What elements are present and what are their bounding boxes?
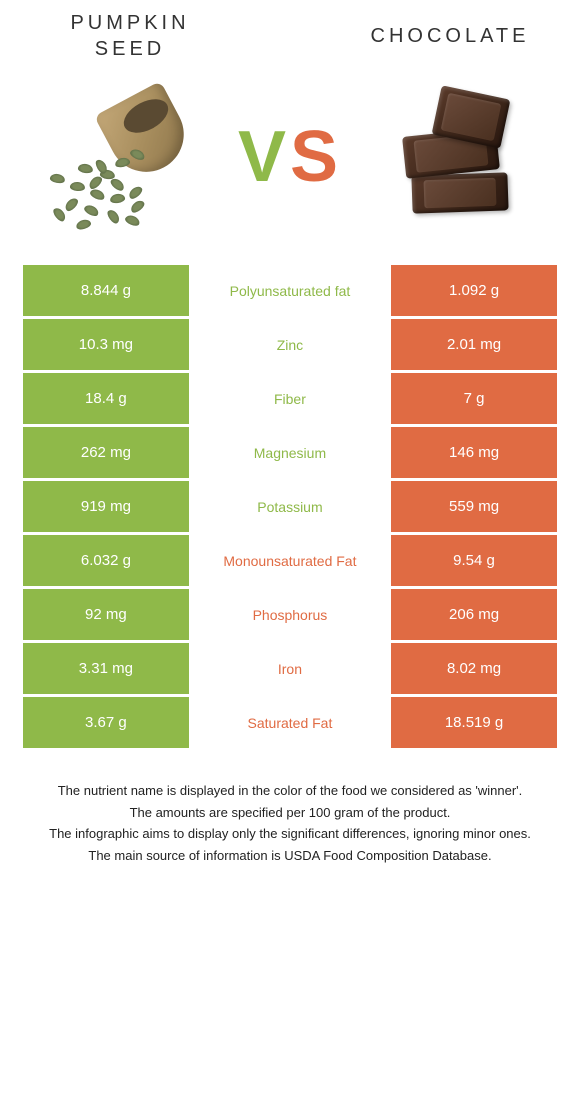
left-value: 3.67 g xyxy=(22,696,191,750)
right-value: 559 mg xyxy=(390,480,559,534)
left-value: 919 mg xyxy=(22,480,191,534)
vs-v: V xyxy=(238,117,290,197)
nutrient-name: Monounsaturated Fat xyxy=(190,534,389,588)
nutrient-name: Polyunsaturated fat xyxy=(190,264,389,318)
left-value: 18.4 g xyxy=(22,372,191,426)
left-value: 10.3 mg xyxy=(22,318,191,372)
nutrient-row: 8.844 gPolyunsaturated fat1.092 g xyxy=(22,264,559,318)
pumpkin-seed-image xyxy=(40,82,200,232)
right-value: 206 mg xyxy=(390,588,559,642)
right-value: 7 g xyxy=(390,372,559,426)
nutrient-name: Phosphorus xyxy=(190,588,389,642)
header-row: PUMPKIN SEED CHOCOLATE xyxy=(10,10,570,62)
left-value: 6.032 g xyxy=(22,534,191,588)
right-value: 8.02 mg xyxy=(390,642,559,696)
right-value: 18.519 g xyxy=(390,696,559,750)
nutrient-table: 8.844 gPolyunsaturated fat1.092 g10.3 mg… xyxy=(20,262,560,751)
footer-notes: The nutrient name is displayed in the co… xyxy=(10,781,570,865)
left-value: 262 mg xyxy=(22,426,191,480)
images-row: VS xyxy=(10,82,570,232)
nutrient-row: 3.31 mgIron8.02 mg xyxy=(22,642,559,696)
left-value: 8.844 g xyxy=(22,264,191,318)
nutrient-name: Iron xyxy=(190,642,389,696)
nutrient-name: Magnesium xyxy=(190,426,389,480)
nutrient-name: Saturated Fat xyxy=(190,696,389,750)
vs-s: S xyxy=(290,117,342,197)
right-value: 2.01 mg xyxy=(390,318,559,372)
footer-line-4: The main source of information is USDA F… xyxy=(30,846,550,866)
nutrient-row: 919 mgPotassium559 mg xyxy=(22,480,559,534)
right-value: 1.092 g xyxy=(390,264,559,318)
nutrient-row: 3.67 gSaturated Fat18.519 g xyxy=(22,696,559,750)
nutrient-row: 262 mgMagnesium146 mg xyxy=(22,426,559,480)
right-value: 146 mg xyxy=(390,426,559,480)
nutrient-row: 10.3 mgZinc2.01 mg xyxy=(22,318,559,372)
nutrient-row: 92 mgPhosphorus206 mg xyxy=(22,588,559,642)
footer-line-2: The amounts are specified per 100 gram o… xyxy=(30,803,550,823)
nutrient-name: Zinc xyxy=(190,318,389,372)
right-food-title: CHOCOLATE xyxy=(360,23,540,49)
vs-label: VS xyxy=(238,116,342,198)
nutrient-row: 6.032 gMonounsaturated Fat9.54 g xyxy=(22,534,559,588)
footer-line-3: The infographic aims to display only the… xyxy=(30,824,550,844)
chocolate-image xyxy=(380,82,540,232)
nutrient-name: Potassium xyxy=(190,480,389,534)
left-value: 3.31 mg xyxy=(22,642,191,696)
left-food-title: PUMPKIN SEED xyxy=(40,10,220,62)
nutrient-row: 18.4 gFiber7 g xyxy=(22,372,559,426)
right-value: 9.54 g xyxy=(390,534,559,588)
footer-line-1: The nutrient name is displayed in the co… xyxy=(30,781,550,801)
nutrient-name: Fiber xyxy=(190,372,389,426)
left-value: 92 mg xyxy=(22,588,191,642)
